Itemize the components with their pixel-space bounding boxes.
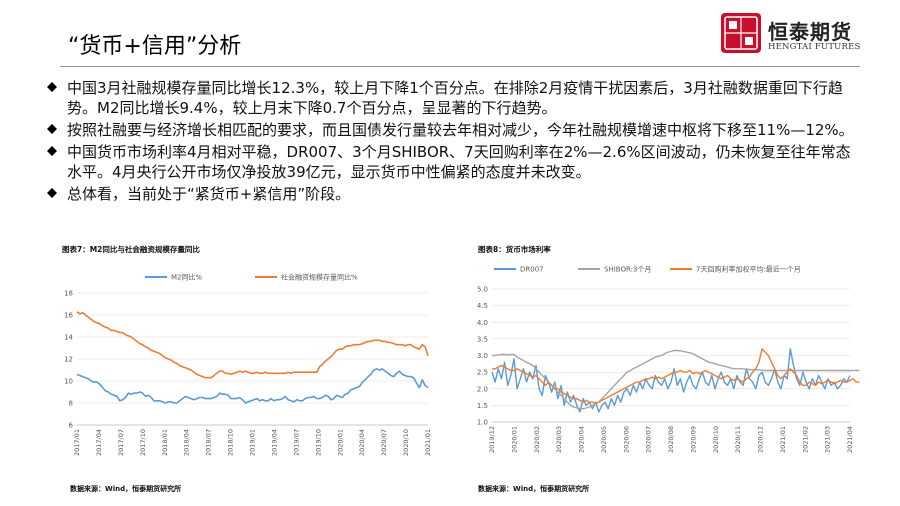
- diamond-bullet-icon: [47, 82, 57, 92]
- y-tick-label: 3.0: [477, 352, 488, 360]
- bullet-text: 中国3月社融规模存量同比增长12.3%，较上月下降1个百分点。在排除2月疫情干扰…: [67, 79, 843, 117]
- x-tick-label: 2019/04: [270, 429, 278, 456]
- y-tick-label: 1.0: [477, 419, 488, 427]
- y-tick-label: 6: [69, 422, 74, 430]
- x-tick-label: 2020/12: [757, 426, 765, 453]
- x-tick-label: 2019/01: [249, 429, 257, 456]
- x-tick-label: 2021/04: [846, 426, 854, 453]
- y-tick-label: 14: [64, 334, 73, 342]
- x-tick-label: 2017/04: [95, 429, 103, 456]
- legend-label: SHIBOR:3个月: [604, 266, 651, 274]
- bullet-text: 按照社融要与经济增长相匹配的要求，而且国债发行量较去年相对减少，今年社融规模增速…: [67, 121, 854, 139]
- chart2-source: 数据来源：Wind，恒泰期货研究所: [478, 485, 590, 493]
- legend-label: 社会融资规模存量同比%: [281, 273, 358, 282]
- x-tick-label: 2018/01: [161, 429, 169, 456]
- x-tick-label: 2020/01: [336, 429, 344, 456]
- x-tick-label: 2019/12: [488, 426, 496, 453]
- y-tick-label: 4.0: [477, 319, 488, 327]
- x-tick-label: 2020/04: [358, 429, 366, 456]
- diamond-bullet-icon: [47, 188, 57, 198]
- logo-chinese-name: 恒泰期货: [768, 20, 852, 44]
- x-tick-label: 2018/10: [227, 429, 235, 456]
- x-tick-label: 2017/10: [139, 429, 147, 456]
- bullet-item: 总体看，当前处于“紧货币+紧信用”阶段。: [45, 184, 865, 204]
- x-tick-label: 2017/01: [73, 429, 81, 456]
- chart1-source: 数据来源：Wind，恒泰期货研究所: [70, 485, 182, 493]
- x-tick-label: 2020/02: [533, 426, 541, 453]
- bullet-list: 中国3月社融规模存量同比增长12.3%，较上月下降1个百分点。在排除2月疫情干扰…: [45, 78, 865, 206]
- series-line-2: [492, 348, 860, 405]
- x-tick-label: 2020/04: [578, 426, 586, 453]
- chart1-caption: 图表7：M2同比与社会融资规模存量同比: [62, 245, 200, 254]
- x-tick-label: 2020/01: [510, 426, 518, 453]
- y-tick-label: 1.5: [477, 402, 488, 410]
- legend-label: DR007: [520, 266, 544, 274]
- y-tick-label: 16: [64, 312, 73, 320]
- page-title: “货币+信用”分析: [68, 34, 242, 59]
- chart1-m2-tsf: 6 8 10 12 14 16 18 2017/01 2017/04 2017/07 2017/10…: [64, 273, 432, 457]
- logo-mark-icon: [721, 13, 761, 53]
- y-tick-label: 5.0: [477, 286, 488, 294]
- x-tick-label: 2020/03: [555, 426, 563, 453]
- bullet-item: 中国3月社融规模存量同比增长12.3%，较上月下降1个百分点。在排除2月疫情干扰…: [45, 78, 865, 118]
- y-tick-label: 10: [64, 378, 73, 386]
- x-tick-label: 2020/05: [600, 426, 608, 453]
- series-line-0: [76, 368, 429, 404]
- chart2-caption: 图表8：货币市场利率: [478, 245, 551, 254]
- logo-english-name: HENGTAI FUTURES: [768, 42, 861, 52]
- diamond-bullet-icon: [47, 146, 57, 156]
- x-tick-label: 2021/02: [801, 426, 809, 453]
- legend-label: M2同比%: [171, 273, 202, 282]
- x-tick-label: 2018/04: [183, 429, 191, 456]
- x-tick-label: 2020/07: [645, 426, 653, 453]
- y-tick-label: 8: [69, 400, 73, 408]
- diamond-bullet-icon: [47, 124, 57, 134]
- x-tick-label: 2020/08: [667, 426, 675, 453]
- y-tick-label: 2.0: [477, 385, 488, 393]
- x-tick-label: 2020/07: [380, 429, 388, 456]
- x-tick-label: 2018/07: [205, 429, 213, 456]
- series-line-0: [491, 348, 851, 413]
- legend-label: 7天回购利率加权平均:最近一个月: [696, 265, 801, 274]
- y-tick-label: 4.5: [477, 302, 488, 310]
- series-line-1: [76, 311, 429, 379]
- x-tick-label: 2020/11: [734, 426, 742, 453]
- bullet-text: 总体看，当前处于“紧货币+紧信用”阶段。: [67, 185, 351, 203]
- x-tick-label: 2020/06: [622, 426, 630, 453]
- chart2-money-market-rates: 1.0 1.5 2.0 2.5 3.0 3.5 4.0 4.5 5.0 2019/12 2020/0…: [477, 265, 860, 453]
- y-tick-label: 3.5: [477, 335, 488, 343]
- company-logo: 恒泰期货 HENGTAI FUTURES: [720, 12, 880, 62]
- y-tick-label: 12: [64, 356, 73, 364]
- x-tick-label: 2020/10: [712, 426, 720, 453]
- bullet-item: 中国货币市场利率4月相对平稳，DR007、3个月SHIBOR、7天回购利率在2%…: [45, 142, 865, 182]
- x-tick-label: 2021/01: [424, 429, 432, 456]
- y-tick-label: 18: [64, 290, 73, 298]
- x-tick-label: 2017/07: [117, 429, 125, 456]
- bullet-item: 按照社融要与经济增长相匹配的要求，而且国债发行量较去年相对减少，今年社融规模增速…: [45, 120, 865, 140]
- title-divider: [60, 66, 860, 67]
- x-tick-label: 2021/03: [824, 426, 832, 453]
- x-tick-label: 2019/10: [314, 429, 322, 456]
- y-tick-label: 2.5: [477, 369, 488, 377]
- x-tick-label: 2021/01: [779, 426, 787, 453]
- x-tick-label: 2020/09: [689, 426, 697, 453]
- x-tick-label: 2019/07: [292, 429, 300, 456]
- x-tick-label: 2020/10: [402, 429, 410, 456]
- bullet-text: 中国货币市场利率4月相对平稳，DR007、3个月SHIBOR、7天回购利率在2%…: [67, 143, 851, 181]
